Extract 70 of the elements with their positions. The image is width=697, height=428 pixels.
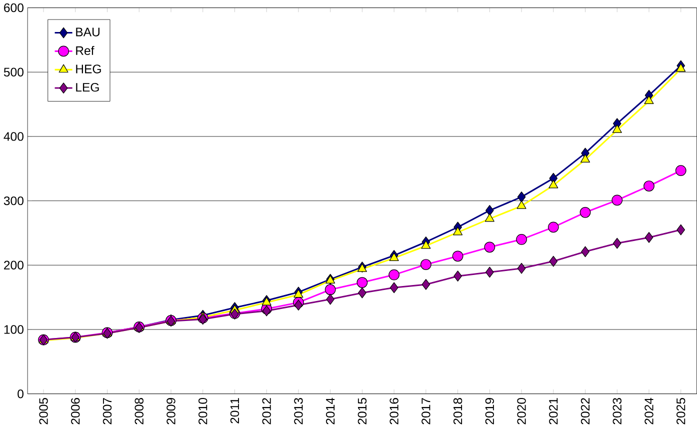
point bbox=[421, 240, 431, 249]
x-tick-label: 2013 bbox=[294, 398, 303, 424]
x-tick-label: 2007 bbox=[102, 398, 112, 424]
point bbox=[486, 266, 494, 278]
x-tick-label: 2022 bbox=[580, 398, 590, 424]
y-tick-label: 600 bbox=[4, 3, 24, 12]
x-tick-label: 2006 bbox=[71, 398, 80, 424]
point bbox=[388, 269, 400, 280]
legend-label: Ref bbox=[76, 46, 94, 55]
x-tick-label: 2021 bbox=[549, 398, 558, 424]
point bbox=[486, 204, 494, 216]
x-tick-label: 2016 bbox=[390, 398, 398, 424]
x-tick-label: 2010 bbox=[198, 398, 208, 424]
point bbox=[356, 276, 368, 288]
point bbox=[675, 165, 686, 176]
point bbox=[644, 96, 654, 104]
legend-label: HEG bbox=[76, 64, 101, 74]
point bbox=[294, 299, 303, 310]
point bbox=[324, 284, 336, 295]
point bbox=[454, 270, 462, 282]
x-tick-label: 2005 bbox=[39, 398, 48, 424]
point bbox=[517, 262, 526, 274]
point bbox=[453, 226, 463, 236]
x-tick-label: 2018 bbox=[453, 398, 462, 424]
point bbox=[422, 278, 430, 290]
point bbox=[612, 124, 622, 133]
point bbox=[326, 294, 334, 305]
x-tick-label: 2014 bbox=[326, 398, 335, 424]
point bbox=[484, 213, 494, 222]
point bbox=[516, 234, 527, 245]
point bbox=[548, 222, 559, 232]
point bbox=[580, 206, 591, 218]
point bbox=[612, 194, 623, 206]
y-tick-label: 200 bbox=[4, 260, 24, 270]
point bbox=[581, 246, 590, 257]
point bbox=[294, 289, 304, 298]
point bbox=[644, 180, 654, 192]
y-tick-label: 500 bbox=[4, 68, 24, 76]
y-tick-label: 300 bbox=[4, 196, 24, 206]
x-tick-label: 2025 bbox=[676, 398, 686, 424]
legend-label: LEG bbox=[76, 82, 99, 92]
x-tick-label: 2024 bbox=[644, 398, 654, 424]
point bbox=[484, 242, 496, 252]
x-tick-label: 2015 bbox=[358, 398, 367, 424]
point bbox=[390, 282, 398, 293]
x-tick-label: 2009 bbox=[166, 398, 176, 424]
y-tick-label: 400 bbox=[4, 132, 24, 141]
point bbox=[358, 287, 366, 298]
point bbox=[389, 252, 399, 261]
x-tick-label: 2012 bbox=[262, 398, 271, 424]
point bbox=[580, 154, 590, 162]
x-tick-label: 2019 bbox=[485, 398, 494, 424]
point bbox=[517, 191, 526, 202]
y-tick-label: 0 bbox=[18, 389, 24, 398]
y-tick-label: 100 bbox=[4, 325, 24, 334]
point bbox=[676, 63, 686, 72]
x-tick-label: 2011 bbox=[230, 398, 240, 424]
point bbox=[420, 258, 432, 270]
x-tick-label: 2023 bbox=[612, 398, 622, 424]
point bbox=[516, 200, 526, 209]
x-tick-label: 2008 bbox=[134, 398, 144, 424]
point bbox=[452, 250, 464, 262]
point bbox=[676, 224, 686, 236]
point bbox=[549, 256, 558, 267]
x-tick-label: 2017 bbox=[422, 398, 430, 424]
point bbox=[612, 238, 622, 249]
x-tick-label: 2020 bbox=[517, 398, 526, 424]
point bbox=[644, 232, 654, 243]
legend-label: BAU bbox=[76, 28, 100, 36]
point bbox=[548, 180, 558, 188]
